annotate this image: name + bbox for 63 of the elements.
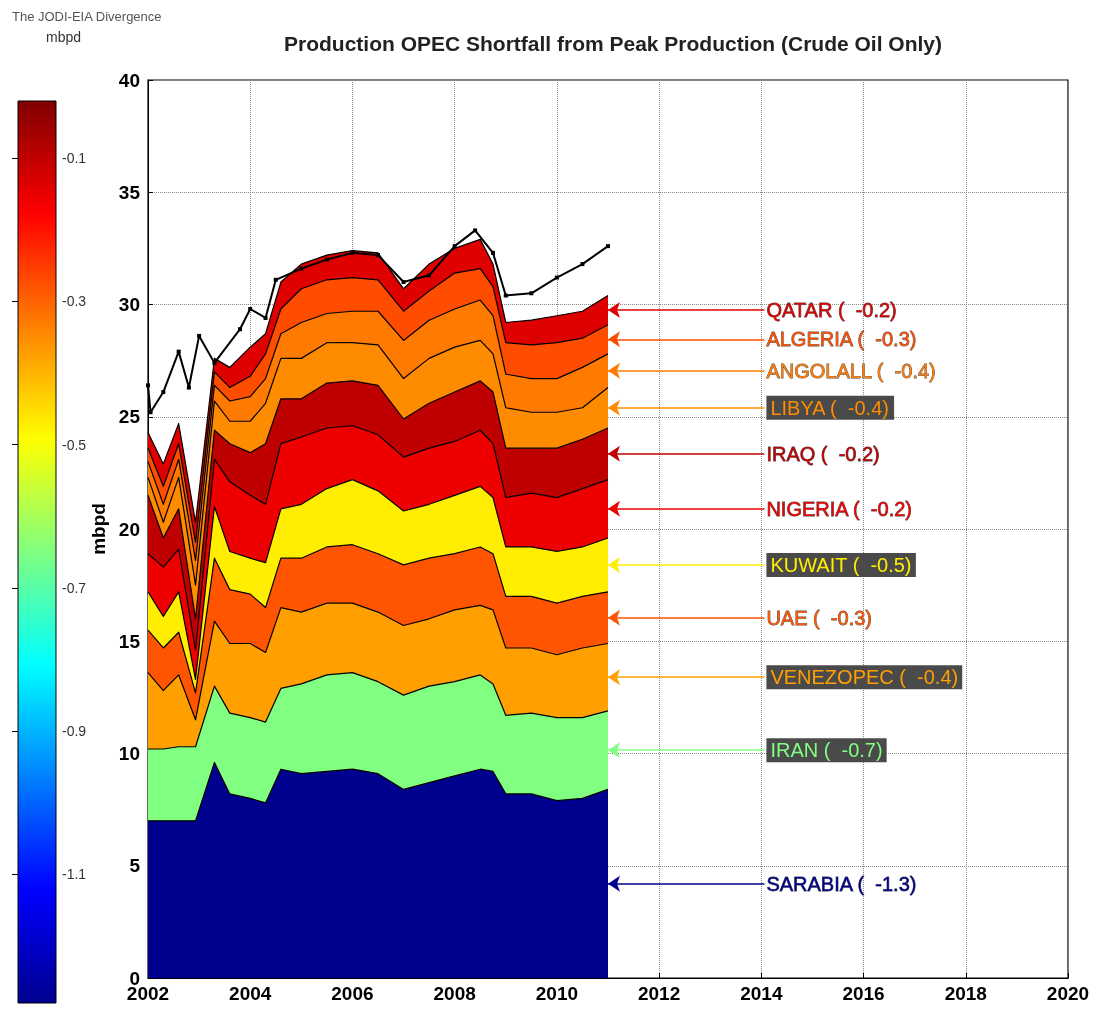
text: ALGERIA ( -0.3) — [766, 328, 917, 351]
point — [212, 360, 217, 365]
point — [324, 257, 329, 262]
y-tick-label: 5 — [129, 855, 141, 877]
text: LIBYA ( -0.4) — [770, 396, 889, 419]
y-tick-label: 35 — [118, 181, 141, 203]
point — [186, 385, 191, 390]
text: KUWAIT ( -0.5) — [770, 553, 912, 576]
y-tick-label: 40 — [118, 69, 140, 91]
point — [491, 250, 495, 255]
color-bar-label: -0.7 — [62, 579, 87, 596]
y-tick-label: 15 — [118, 630, 141, 652]
text: SARABIA ( -1.3) — [766, 872, 917, 895]
y-tick-label: 20 — [118, 518, 140, 540]
point — [146, 383, 150, 388]
color-bar-label: -0.1 — [62, 150, 87, 167]
point — [176, 349, 181, 354]
point — [473, 228, 478, 233]
point — [197, 333, 202, 338]
chart-title: Production OPEC Shortfall from Peak Production (Crude Oil Only) — [283, 32, 943, 55]
point — [248, 306, 253, 311]
text: QATAR ( -0.2) — [766, 299, 897, 322]
x-tick-label: 2016 — [842, 983, 885, 1004]
y-tick-label: 25 — [118, 406, 141, 428]
x-tick-label: 2014 — [740, 983, 783, 1004]
point — [161, 390, 166, 395]
color-bar-title: mbpd — [46, 29, 82, 45]
color-bar-label: -0.9 — [62, 722, 87, 739]
x-tick-label: 2020 — [1046, 983, 1090, 1004]
y-tick-label: 10 — [118, 743, 140, 764]
point — [299, 266, 304, 271]
point — [350, 250, 355, 255]
text: IRAN ( -0.7) — [770, 739, 883, 762]
text: UAE ( -0.3) — [766, 606, 872, 629]
color-bar-label: -0.5 — [62, 436, 87, 453]
x-tick-label: 2012 — [637, 983, 681, 1004]
point — [580, 262, 585, 267]
point — [554, 275, 559, 280]
x-tick-label: 2018 — [944, 983, 987, 1004]
text: ANGOLALL ( -0.4) — [766, 359, 936, 382]
text: IRAQ ( -0.2) — [766, 442, 880, 465]
text: VENEZOPEC ( -0.4) — [770, 666, 959, 689]
point — [503, 293, 508, 298]
color-bar-label: -0.3 — [62, 293, 87, 310]
point — [529, 291, 534, 296]
point — [376, 253, 380, 258]
x-tick-label: 2006 — [331, 983, 374, 1004]
x-tick-label: 2008 — [433, 983, 476, 1004]
y-axis-title: mbpd — [87, 503, 109, 555]
point — [452, 244, 457, 249]
point — [148, 410, 153, 415]
x-tick-label: 2004 — [229, 983, 272, 1004]
point — [263, 315, 268, 320]
text: The JODI-EIA Divergence — [12, 9, 162, 24]
x-tick-label: 2010 — [535, 983, 579, 1004]
point — [273, 277, 278, 282]
point — [238, 327, 242, 332]
color-bar-label: -1.1 — [62, 866, 87, 883]
y-tick-label: 30 — [118, 294, 140, 315]
point — [401, 280, 406, 285]
point — [427, 273, 432, 278]
text: NIGERIA ( -0.2) — [766, 497, 912, 520]
point — [606, 244, 610, 249]
